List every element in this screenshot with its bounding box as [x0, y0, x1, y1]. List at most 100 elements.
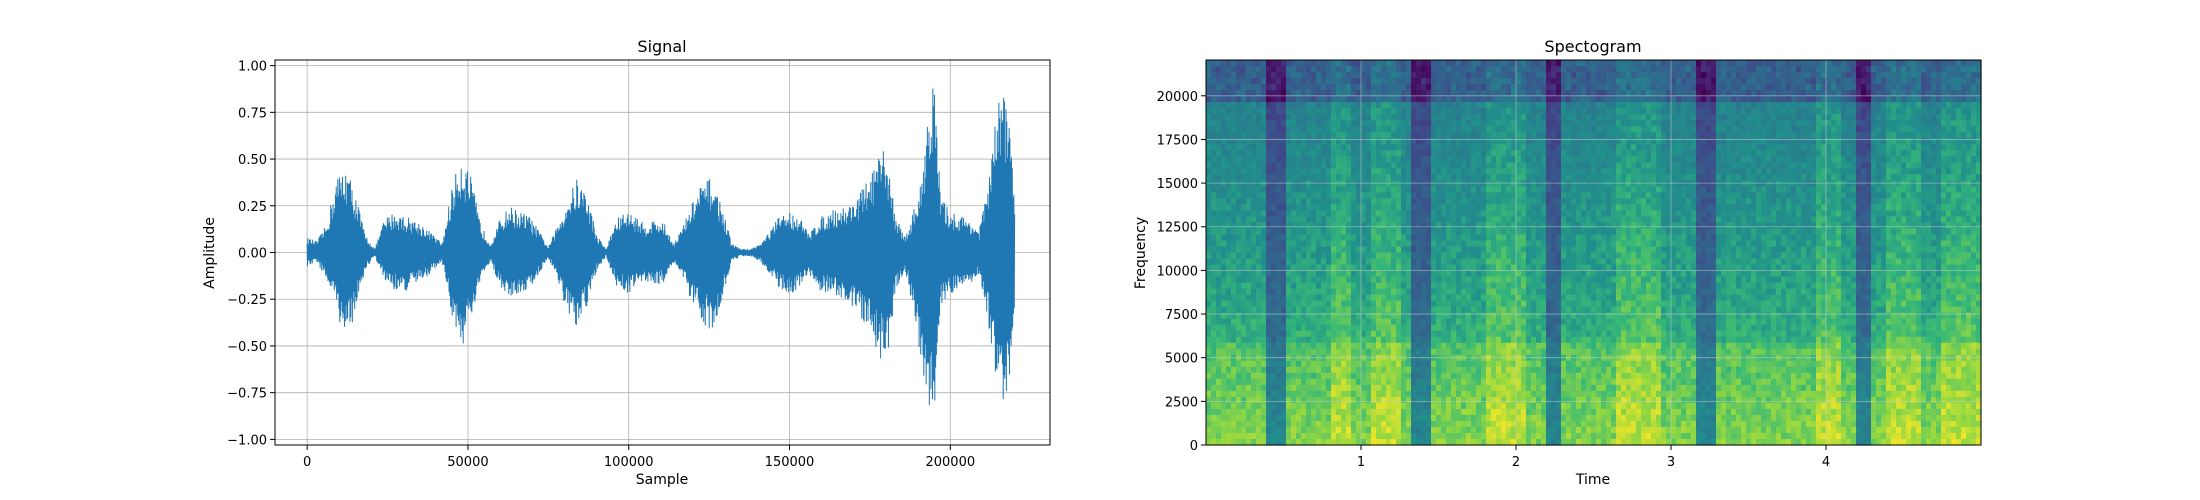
spectrogram-cell	[1426, 420, 1432, 428]
spectrogram-cell	[1551, 312, 1557, 320]
spectrogram-cell	[1536, 228, 1542, 236]
spectrogram-cell	[1446, 84, 1452, 91]
spectrogram-cell	[1481, 366, 1487, 374]
spectrogram-cell	[1411, 72, 1417, 79]
spectrogram-cell	[1346, 108, 1352, 115]
spectrogram-cell	[1331, 294, 1337, 302]
spectrogram-cell	[1296, 414, 1302, 422]
spectrogram-cell	[1306, 414, 1312, 422]
spectrogram-cell	[1326, 348, 1332, 356]
spectrogram-cell	[1381, 330, 1387, 338]
spectrogram-cell	[1446, 138, 1452, 145]
spectrogram-cell	[1211, 150, 1217, 157]
spectrogram-cell	[1346, 228, 1352, 236]
spectrogram-cell	[1366, 60, 1372, 67]
spectrogram-cell	[1496, 222, 1502, 230]
spectrogram-cell	[1396, 264, 1402, 272]
spectrogram-cell	[1346, 204, 1352, 211]
spectrogram-cell	[1576, 138, 1582, 145]
spectrogram-cell	[1281, 204, 1287, 211]
spectrogram-cell	[1231, 300, 1237, 308]
spectrogram-cell	[1361, 228, 1367, 236]
spectrogram-cell	[1261, 360, 1267, 368]
spectrogram-cell	[1556, 120, 1562, 127]
spectrogram-cell	[1251, 414, 1257, 422]
spectrogram-cell	[1471, 264, 1477, 272]
spectrogram-cell	[1461, 198, 1467, 205]
spectrogram-cell	[1231, 240, 1237, 248]
spectrogram-cell	[1431, 420, 1437, 428]
spectrogram-cell	[1556, 174, 1562, 181]
spectrogram-cell	[1461, 126, 1467, 133]
spectrogram-cell	[1306, 336, 1312, 344]
spectrogram-cell	[1311, 228, 1317, 236]
spectrogram-cell	[1491, 318, 1497, 326]
spectrogram-cell	[1581, 360, 1587, 368]
spectrogram-cell	[1511, 348, 1517, 356]
spectrogram-cell	[1306, 84, 1312, 91]
spectrogram-cell	[1276, 426, 1282, 434]
spectrogram-cell	[1476, 198, 1482, 205]
spectrogram-cell	[1226, 402, 1232, 410]
spectrogram-cell	[1446, 90, 1452, 97]
spectrogram-cell	[1566, 168, 1572, 175]
spectrogram-cell	[1216, 60, 1222, 67]
spectrogram-cell	[1286, 324, 1292, 332]
spectrogram-cell	[1401, 402, 1407, 410]
spectrogram-cell	[1466, 144, 1472, 151]
spectrogram-cell	[1311, 264, 1317, 272]
spectrogram-cell	[1386, 264, 1392, 272]
spectrogram-cell	[1456, 318, 1462, 326]
spectrogram-cell	[1431, 264, 1437, 272]
spectrogram-cell	[1301, 222, 1307, 230]
spectrogram-cell	[1221, 270, 1227, 278]
spectrogram-cell	[1226, 168, 1232, 175]
spectrogram-cell	[1226, 192, 1232, 199]
spectrogram-cell	[1246, 324, 1252, 332]
spectrogram-cell	[1441, 222, 1447, 230]
spectrogram-cell	[1406, 414, 1412, 422]
spectrogram-cell	[1276, 318, 1282, 326]
spectrogram-cell	[1261, 234, 1267, 242]
spectrogram-cell	[1286, 258, 1292, 266]
spectrogram-cell	[1561, 432, 1567, 440]
spectrogram-cell	[1541, 420, 1547, 428]
spectrogram-cell	[1221, 402, 1227, 410]
spectrogram-cell	[1296, 270, 1302, 278]
spectrogram-cell	[1436, 414, 1442, 422]
spectrogram-cell	[1361, 84, 1367, 91]
spectrogram-cell	[1406, 294, 1412, 302]
spectrogram-cell	[1381, 246, 1387, 254]
spectrogram-cell	[1456, 90, 1462, 97]
spectrogram-cell	[1391, 384, 1397, 392]
spectrogram-cell	[1386, 78, 1392, 85]
spectrogram-cell	[1266, 60, 1272, 67]
spectrogram-cell	[1211, 132, 1217, 139]
spectrogram-cell	[1401, 258, 1407, 266]
spectrogram-cell	[1411, 192, 1417, 199]
spectrogram-cell	[1581, 420, 1587, 428]
spectrogram-cell	[1261, 366, 1267, 374]
spectrogram-cell	[1346, 396, 1352, 404]
spectrogram-cell	[1371, 138, 1377, 145]
spectrogram-cell	[1326, 252, 1332, 260]
spectrogram-cell	[1561, 384, 1567, 392]
spectrogram-cell	[1206, 96, 1212, 103]
spectrogram-cell	[1356, 216, 1362, 224]
spectrogram-cell	[1226, 186, 1232, 193]
spectrogram-cell	[1431, 282, 1437, 290]
spectrogram-cell	[1471, 348, 1477, 356]
spectrogram-cell	[1351, 204, 1357, 211]
spectrogram-cell	[1486, 312, 1492, 320]
spectrogram-cell	[1311, 102, 1317, 109]
spectrogram-cell	[1571, 360, 1577, 368]
spectrogram-cell	[1391, 300, 1397, 308]
spectrogram-cell	[1381, 390, 1387, 398]
spectrogram-cell	[1566, 78, 1572, 85]
spectrogram-cell	[1401, 234, 1407, 242]
spectrogram-cell	[1236, 150, 1242, 157]
spectrogram-cell	[1256, 366, 1262, 374]
spectrogram-cell	[1551, 294, 1557, 302]
spectrogram-cell	[1386, 186, 1392, 193]
spectrogram-cell	[1411, 222, 1417, 230]
